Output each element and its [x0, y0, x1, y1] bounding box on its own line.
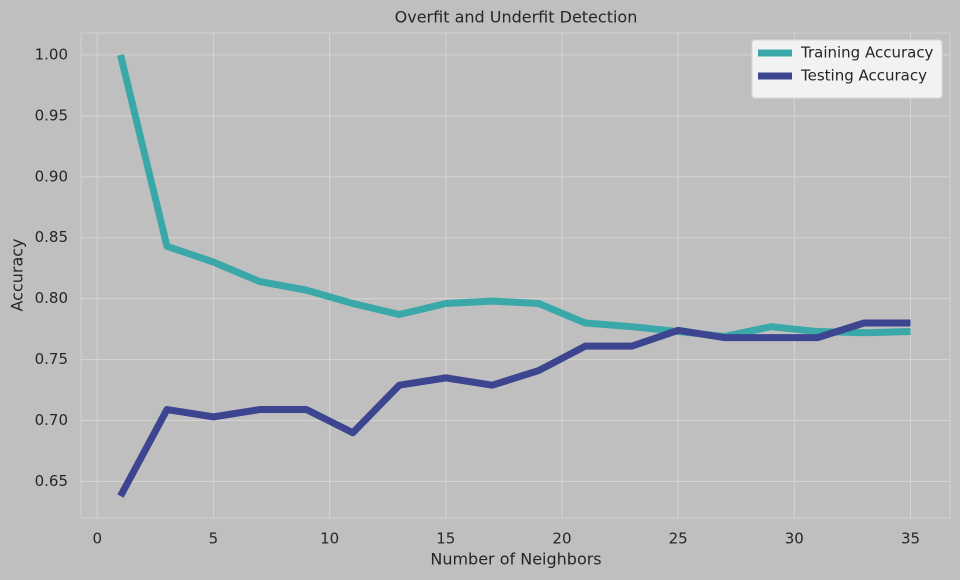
- x-axis-label: Number of Neighbors: [430, 550, 601, 569]
- legend-label: Testing Accuracy: [800, 67, 927, 85]
- x-tick-label: 0: [92, 530, 102, 548]
- x-tick-label: 15: [436, 530, 455, 548]
- x-tick-label: 25: [669, 530, 688, 548]
- line-series: [117, 319, 911, 498]
- y-tick-label: 0.75: [35, 350, 68, 368]
- x-tick-label: 30: [785, 530, 804, 548]
- y-tick-label: 0.90: [35, 167, 68, 185]
- plot-frame: [80, 32, 951, 519]
- legend: Training Accuracy Testing Accuracy: [751, 39, 943, 99]
- x-tick-label: 20: [552, 530, 571, 548]
- x-tick-label: 10: [320, 530, 339, 548]
- y-tick-label: 0.85: [35, 228, 68, 246]
- y-tick-label: 0.70: [35, 411, 68, 429]
- line-series: [117, 54, 911, 340]
- chart-title: Overfit and Underfit Detection: [395, 8, 638, 27]
- y-tick-label: 0.95: [35, 106, 68, 124]
- y-axis-label: Accuracy: [8, 238, 27, 311]
- x-tick-label: 5: [209, 530, 219, 548]
- x-tick-label: 35: [901, 530, 920, 548]
- y-tick-label: 0.65: [35, 472, 68, 490]
- y-tick-label: 1.00: [35, 45, 68, 63]
- y-tick-label: 0.80: [35, 289, 68, 307]
- legend-box: [751, 39, 943, 99]
- legend-label: Training Accuracy: [800, 44, 934, 62]
